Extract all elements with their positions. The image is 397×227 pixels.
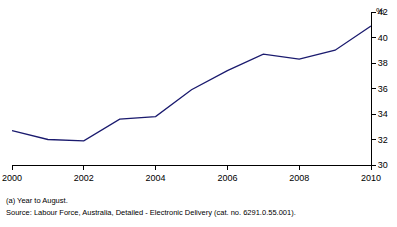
svg-text:Source: Labour Force, Australi: Source: Labour Force, Australia, Detaile… bbox=[6, 208, 296, 217]
svg-text:2010: 2010 bbox=[361, 173, 381, 183]
svg-text:30: 30 bbox=[378, 160, 388, 170]
svg-text:2002: 2002 bbox=[74, 173, 94, 183]
svg-text:32: 32 bbox=[378, 135, 388, 145]
svg-text:2006: 2006 bbox=[217, 173, 237, 183]
svg-text:36: 36 bbox=[378, 84, 388, 94]
svg-text:%: % bbox=[376, 6, 384, 16]
svg-text:(a) Year to August.: (a) Year to August. bbox=[6, 196, 68, 205]
svg-text:2004: 2004 bbox=[146, 173, 166, 183]
svg-text:42: 42 bbox=[378, 7, 388, 17]
svg-text:34: 34 bbox=[378, 109, 388, 119]
svg-text:40: 40 bbox=[378, 33, 388, 43]
svg-text:2008: 2008 bbox=[289, 173, 309, 183]
svg-text:38: 38 bbox=[378, 58, 388, 68]
svg-text:2000: 2000 bbox=[2, 173, 22, 183]
